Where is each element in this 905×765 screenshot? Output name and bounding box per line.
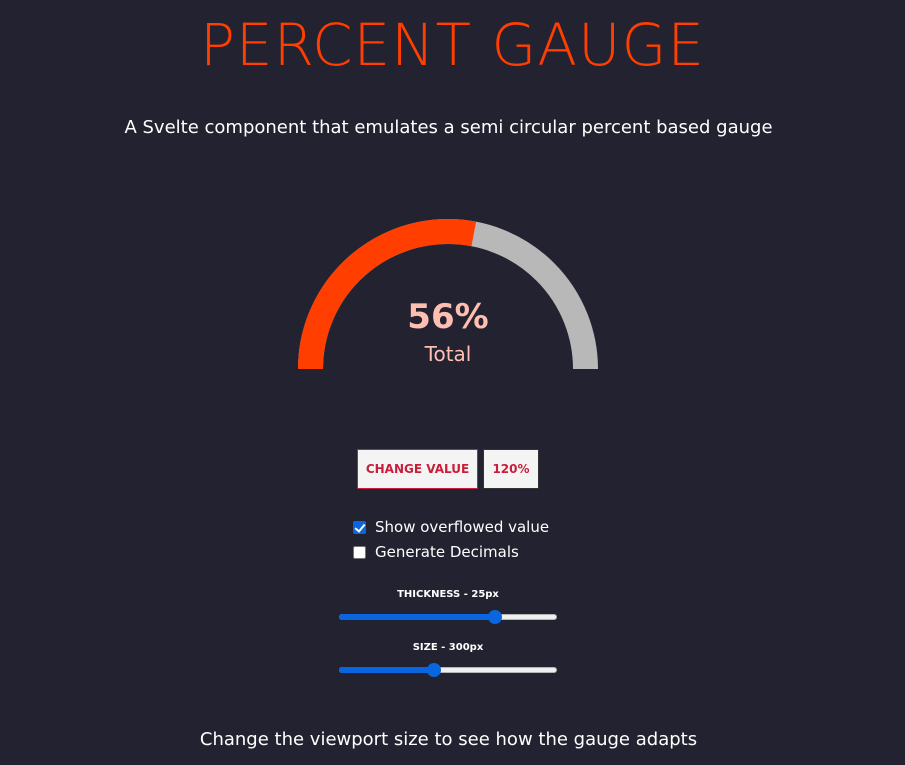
thickness-slider-thumb[interactable]: [487, 610, 502, 624]
size-slider[interactable]: [339, 662, 557, 678]
gauge-label: Total: [424, 342, 472, 366]
page-title: PERCENT GAUGE: [199, 11, 706, 79]
change-value-button[interactable]: CHANGE VALUE: [357, 449, 478, 489]
size-slider-fill: [339, 667, 434, 673]
gauge-fill: [298, 219, 477, 369]
set-120-percent-button[interactable]: 120%: [483, 449, 539, 489]
gauge-arc: [298, 219, 598, 369]
size-slider-thumb[interactable]: [426, 663, 441, 677]
percent-gauge: 56% Total: [298, 219, 598, 369]
footer-hint: Change the viewport size to see how the …: [199, 729, 698, 750]
page-subtitle: A Svelte component that emulates a semi …: [124, 117, 773, 138]
show-overflow-option[interactable]: Show overflowed value: [353, 518, 549, 536]
generate-decimals-option[interactable]: Generate Decimals: [353, 543, 519, 561]
thickness-slider-label: THICKNESS - 25px: [397, 589, 499, 600]
generate-decimals-label[interactable]: Generate Decimals: [375, 543, 519, 561]
thickness-slider-fill: [339, 614, 495, 620]
gauge-value: 56%: [407, 297, 489, 337]
show-overflow-checkbox[interactable]: [353, 520, 366, 534]
generate-decimals-checkbox[interactable]: [353, 545, 366, 559]
size-slider-label: SIZE - 300px: [412, 642, 484, 653]
show-overflow-label[interactable]: Show overflowed value: [375, 518, 550, 536]
thickness-slider[interactable]: [339, 609, 557, 625]
